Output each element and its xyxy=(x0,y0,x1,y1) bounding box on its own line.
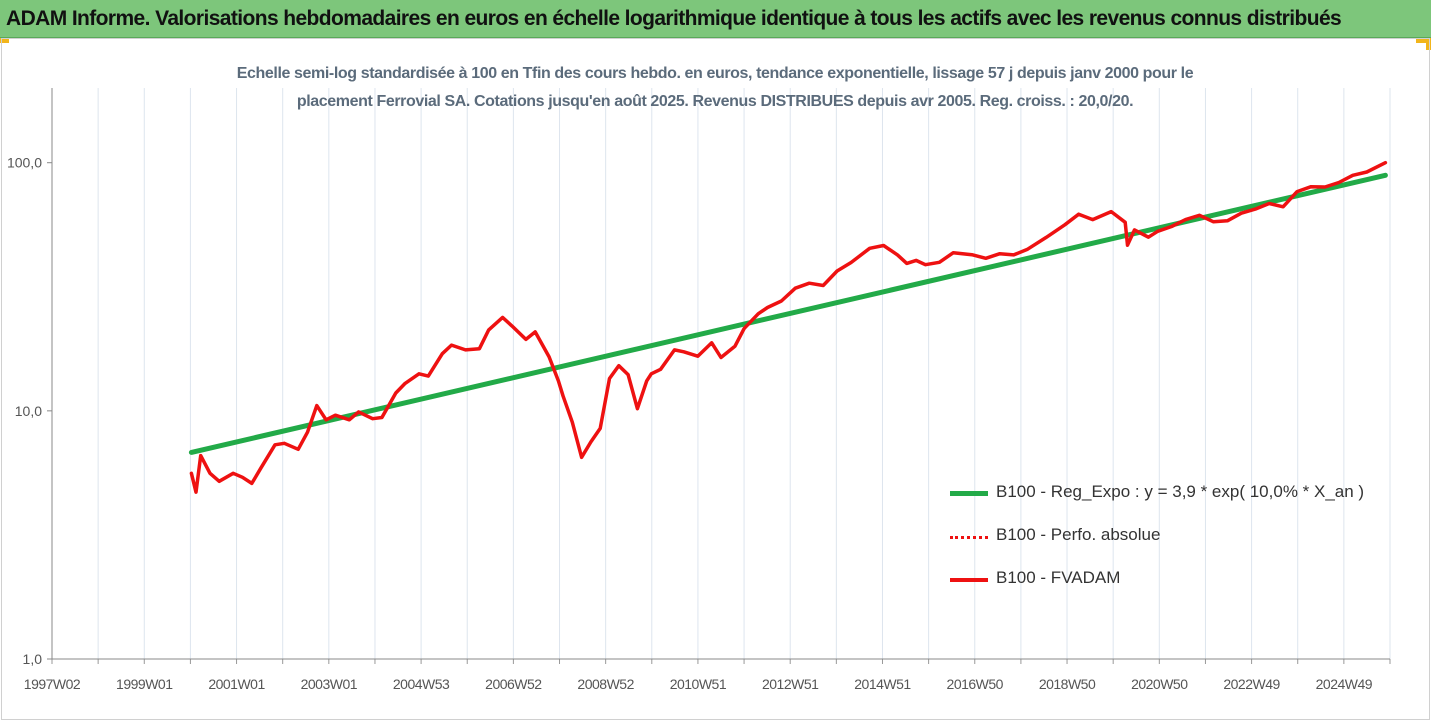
legend-swatch-fvadam xyxy=(950,578,988,582)
chart-subtitle-line-1: Echelle semi-log standardisée à 100 en T… xyxy=(236,65,1194,82)
axes xyxy=(47,88,1391,664)
series-line-regression xyxy=(188,172,1388,455)
legend-label-fvadam: B100 - FVADAM xyxy=(996,568,1121,587)
y-tick-labels: 1,0 10,0 100,0 xyxy=(7,155,42,667)
x-tick-label: 2024W49 xyxy=(1316,676,1373,692)
grid-lines xyxy=(97,88,1391,659)
header-bar: ADAM Informe. Valorisations hebdomadaire… xyxy=(0,0,1431,38)
chart-frame xyxy=(1,38,1430,720)
x-tick-label: 2003W01 xyxy=(301,676,358,692)
corner-mark-right-side xyxy=(1426,38,1431,50)
x-tick-label: 2020W50 xyxy=(1131,676,1188,692)
y-tick-label: 100,0 xyxy=(7,155,42,171)
x-tick-label: 1999W01 xyxy=(116,676,173,692)
x-tick-label: 2014W51 xyxy=(854,676,911,692)
chart-subtitle-line-2: placement Ferrovial SA. Cotations jusqu'… xyxy=(296,93,1134,110)
x-tick-label: 1997W02 xyxy=(24,676,81,692)
x-tick-label: 2018W50 xyxy=(1039,676,1096,692)
x-tick-label: 2006W52 xyxy=(485,676,542,692)
x-tick-label: 2022W49 xyxy=(1223,676,1280,692)
y-tick-label: 1,0 xyxy=(23,651,43,667)
corner-mark-top-left xyxy=(0,38,9,43)
series-group xyxy=(188,160,1388,494)
series-line-fvadam xyxy=(189,160,1388,494)
x-tick-label: 2008W52 xyxy=(577,676,634,692)
x-tick-label: 2016W50 xyxy=(947,676,1004,692)
x-tick-label: 2004W53 xyxy=(393,676,450,692)
page-title: ADAM Informe. Valorisations hebdomadaire… xyxy=(6,7,1342,30)
legend-swatch-perfo-absolue xyxy=(950,536,988,539)
corner-mark-top-right xyxy=(1416,38,1428,43)
x-tick-label: 2012W51 xyxy=(762,676,819,692)
legend-label-regression: B100 - Reg_Expo : y = 3,9 * exp( 10,0% *… xyxy=(996,482,1365,501)
legend-swatch-regression xyxy=(950,491,988,496)
x-tick-label: 2001W01 xyxy=(208,676,265,692)
x-tick-label: 2010W51 xyxy=(670,676,727,692)
legend-label-perfo-absolue: B100 - Perfo. absolue xyxy=(996,525,1161,544)
x-tick-labels: 1997W02 1999W01 2001W01 2003W01 2004W53 2006W… xyxy=(24,676,1374,692)
y-tick-label: 10,0 xyxy=(15,403,42,419)
